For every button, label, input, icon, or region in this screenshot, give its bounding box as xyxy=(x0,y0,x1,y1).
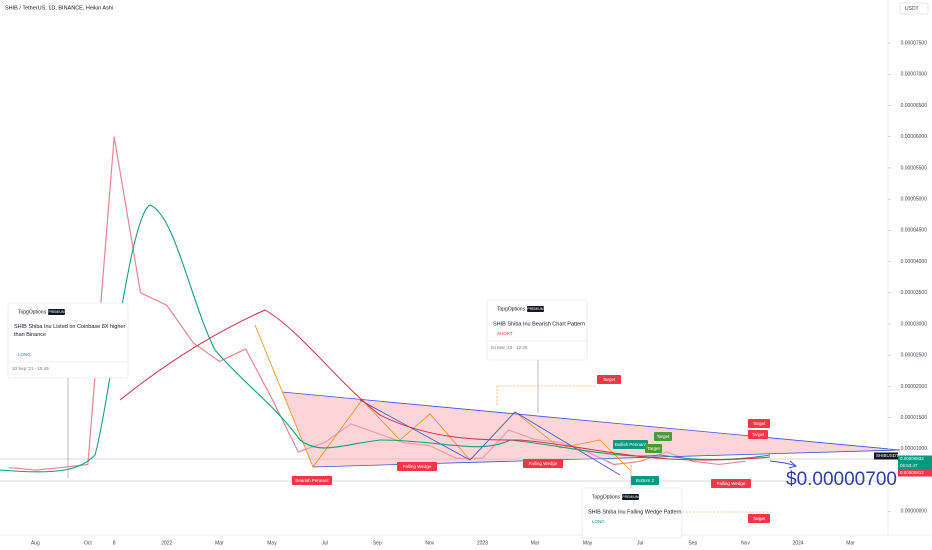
price-tag-bg xyxy=(898,469,932,477)
x-tick-label: 8 xyxy=(113,540,116,546)
x-tick-label: May xyxy=(267,540,277,546)
y-tick-label: 0.00002500 xyxy=(901,353,928,359)
x-tick-label: Jul xyxy=(637,540,643,546)
idea-direction: LONG xyxy=(592,519,605,524)
y-tick-label: 0.00000000 xyxy=(901,509,928,515)
badge-bg xyxy=(527,306,544,312)
currency: USDT xyxy=(905,6,919,12)
y-tick-label: 0.00007500 xyxy=(901,40,928,46)
idea-author: TopgOptions xyxy=(497,306,526,312)
projection: $0.00000700 xyxy=(786,469,897,490)
idea-date: 04 Mar '23 - 12:26 xyxy=(491,345,528,350)
idea-badge: PREMIUM xyxy=(48,310,65,314)
y-tick-label: 0.00006500 xyxy=(901,103,928,109)
pattern-label-bg xyxy=(654,432,672,441)
pattern-label: Target xyxy=(657,434,670,439)
x-tick-label: May xyxy=(583,540,593,546)
y-tick-label: 0.00004500 xyxy=(901,228,928,234)
y-tick-label: 0.00003500 xyxy=(901,290,928,296)
idea-badge: PREMIUM xyxy=(622,495,639,499)
price-tag-bg xyxy=(898,462,932,470)
pattern-label-bg xyxy=(397,462,437,471)
pattern-label: Target xyxy=(753,421,766,426)
zigzag xyxy=(254,324,631,471)
y-tick-label: 0.00002000 xyxy=(901,384,928,390)
pattern-label-bg xyxy=(711,479,751,488)
x-tick-label: Sep xyxy=(373,540,382,546)
x-tick-label: Jul xyxy=(321,540,327,546)
y-tick-label: 0.00004000 xyxy=(901,259,928,265)
idea-title: SHIB Shiba Inu Bearish Chart Pattern xyxy=(493,321,585,327)
pattern-label: Target xyxy=(753,516,766,521)
pattern-label: Falling Wedge xyxy=(529,461,558,466)
pattern-label-bg xyxy=(292,476,332,485)
projection-arrowhead xyxy=(788,460,798,469)
idea-card[interactable] xyxy=(581,487,683,539)
pattern-label-bg xyxy=(631,476,659,485)
y-tick-label: 0.00005000 xyxy=(901,196,928,202)
pattern-label-bg xyxy=(748,419,770,428)
triangle-pattern xyxy=(282,392,900,467)
idea-card[interactable] xyxy=(7,302,129,379)
idea-author: TopgOptions xyxy=(18,309,47,315)
idea-direction: SHORT xyxy=(497,331,513,336)
x-tick-label: Mar xyxy=(215,540,224,546)
price-tag-bg xyxy=(874,452,898,460)
x-tick-label: Nov xyxy=(425,540,434,546)
y-tick-label: 0.00006000 xyxy=(901,134,928,140)
x-tick-label: 2023 xyxy=(477,540,488,546)
wedge-lines xyxy=(359,399,621,476)
trendline xyxy=(281,391,901,451)
y-tick-label: 0.00007000 xyxy=(901,72,928,78)
price-tag: 06:53:47 xyxy=(900,463,918,468)
target-line xyxy=(496,385,597,405)
x-tick-label: Oct xyxy=(84,540,92,546)
price-tag: 0.00000812 xyxy=(900,470,924,475)
idea-title: SHIB Shiba Inu Listed on Coinbase 8X hig… xyxy=(14,324,125,338)
idea-direction: LONG xyxy=(18,352,31,357)
pattern-label: Target xyxy=(752,432,765,437)
y-tick-label: 0.00001500 xyxy=(901,415,928,421)
pattern-label: Bottom 2 xyxy=(636,478,655,483)
y-tick-label: 0.00001000 xyxy=(901,446,928,452)
x-tick-label: Sep xyxy=(688,540,697,546)
x-tick-label: Aug xyxy=(31,540,40,546)
moving-average-slow xyxy=(119,309,771,461)
idea-title: SHIB Shiba Inu Falling Wedge Pattern xyxy=(588,509,681,515)
pattern-label: Bullish Pennant xyxy=(615,442,647,447)
pattern-label: Target xyxy=(603,377,616,382)
chart-title: SHIB / TetherUS, 1D, BINANCE, Heikin Ash… xyxy=(5,5,113,11)
pattern-label-bg xyxy=(597,375,621,384)
y-tick-label: 0.00003000 xyxy=(901,321,928,327)
pattern-label-bg xyxy=(748,514,770,523)
pattern-label-bg xyxy=(523,459,563,468)
x-tick-label: Mar xyxy=(846,540,855,546)
pattern-label: Falling Wedge xyxy=(403,464,432,469)
currency-box[interactable] xyxy=(899,2,929,15)
x-tick-label: 2022 xyxy=(161,540,172,546)
idea-badge: PREMIUM xyxy=(527,307,544,311)
pattern-label-bg xyxy=(613,440,648,449)
pattern-label-bg xyxy=(645,444,662,453)
idea-author: TopgOptions xyxy=(592,494,621,500)
x-tick-label: Mar xyxy=(531,540,540,546)
x-tick-label: Nov xyxy=(741,540,750,546)
pattern-label-bg xyxy=(748,430,768,439)
pattern-label: Target xyxy=(647,446,660,451)
idea-card[interactable] xyxy=(486,299,588,361)
badge-bg xyxy=(48,309,65,315)
y-tick-label: 0.00005500 xyxy=(901,165,928,171)
pattern-label: Falling Wedge xyxy=(717,481,746,486)
idea-date: 10 Sep '21 - 15:49 xyxy=(12,366,49,371)
x-tick-label: 2024 xyxy=(792,540,803,546)
projection-arrow xyxy=(769,460,797,467)
pattern-label: Bearish Pennant xyxy=(295,478,329,483)
badge-bg xyxy=(622,494,639,500)
drawings xyxy=(0,204,901,513)
price-tag: 0.00000832 xyxy=(900,456,924,461)
price-tag-bg xyxy=(898,455,932,463)
price-tag: SHIBUSDT xyxy=(876,453,899,458)
